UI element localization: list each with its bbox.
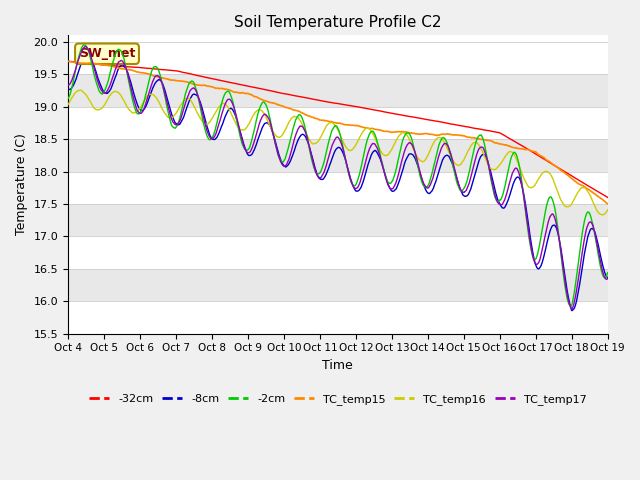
- X-axis label: Time: Time: [323, 359, 353, 372]
- Y-axis label: Temperature (C): Temperature (C): [15, 133, 28, 235]
- Title: Soil Temperature Profile C2: Soil Temperature Profile C2: [234, 15, 442, 30]
- Bar: [68, 171, 608, 204]
- Legend: -32cm, -8cm, -2cm, TC_temp15, TC_temp16, TC_temp17: -32cm, -8cm, -2cm, TC_temp15, TC_temp16,…: [85, 390, 591, 409]
- Bar: [68, 204, 608, 236]
- Bar: [68, 236, 608, 269]
- Bar: [68, 74, 608, 107]
- Text: SW_met: SW_met: [79, 47, 135, 60]
- Bar: [68, 107, 608, 139]
- Bar: [68, 42, 608, 74]
- Bar: [68, 269, 608, 301]
- Bar: [68, 139, 608, 171]
- Bar: [68, 301, 608, 334]
